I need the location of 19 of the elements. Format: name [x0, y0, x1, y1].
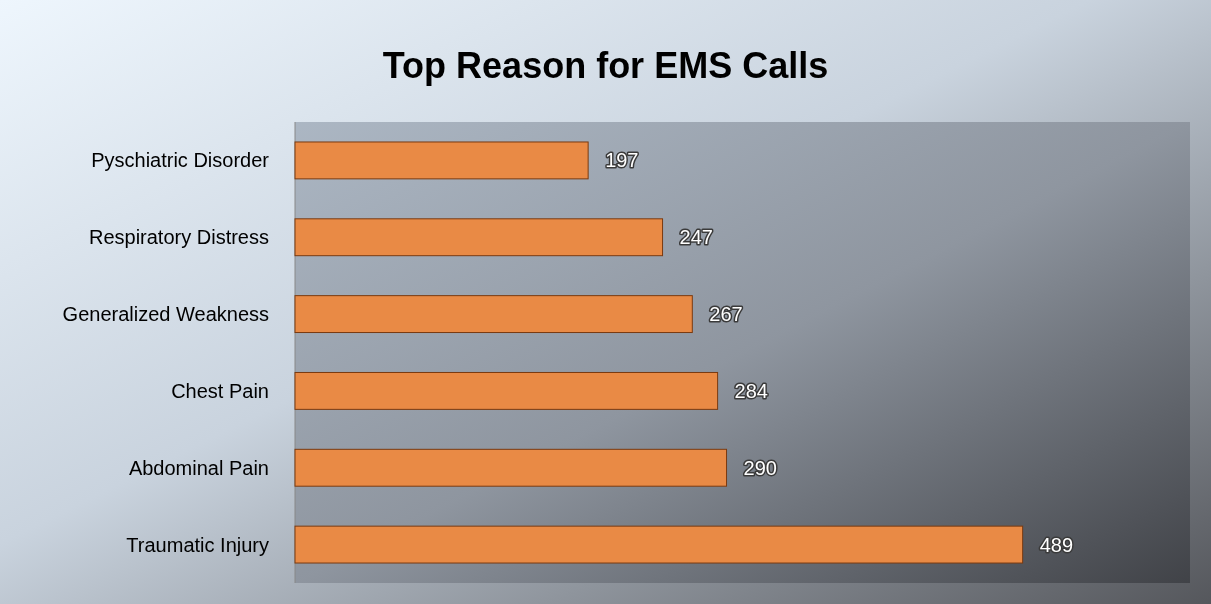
y-tick-label: Respiratory Distress [88, 226, 269, 249]
bar [294, 448, 728, 487]
bar [294, 141, 589, 180]
y-tick-label: Chest Pain [171, 379, 269, 402]
data-label: 267 [709, 303, 743, 326]
bar [294, 295, 693, 334]
data-label: 290 [743, 456, 777, 479]
data-label: 489 [1039, 533, 1074, 556]
bar [294, 218, 664, 257]
y-tick-label: Abdominal Pain [128, 456, 269, 479]
y-tick-label: Traumatic Injury [126, 533, 269, 556]
bar [294, 371, 719, 410]
data-label: 284 [734, 379, 768, 402]
data-label: 247 [679, 226, 713, 249]
y-tick-label: Pyschiatric Disorder [91, 149, 270, 172]
data-label: 197 [605, 149, 639, 172]
y-tick-label: Generalized Weakness [62, 303, 269, 326]
bar [294, 525, 1024, 564]
chart-title: Top Reason for EMS Calls [382, 45, 829, 86]
